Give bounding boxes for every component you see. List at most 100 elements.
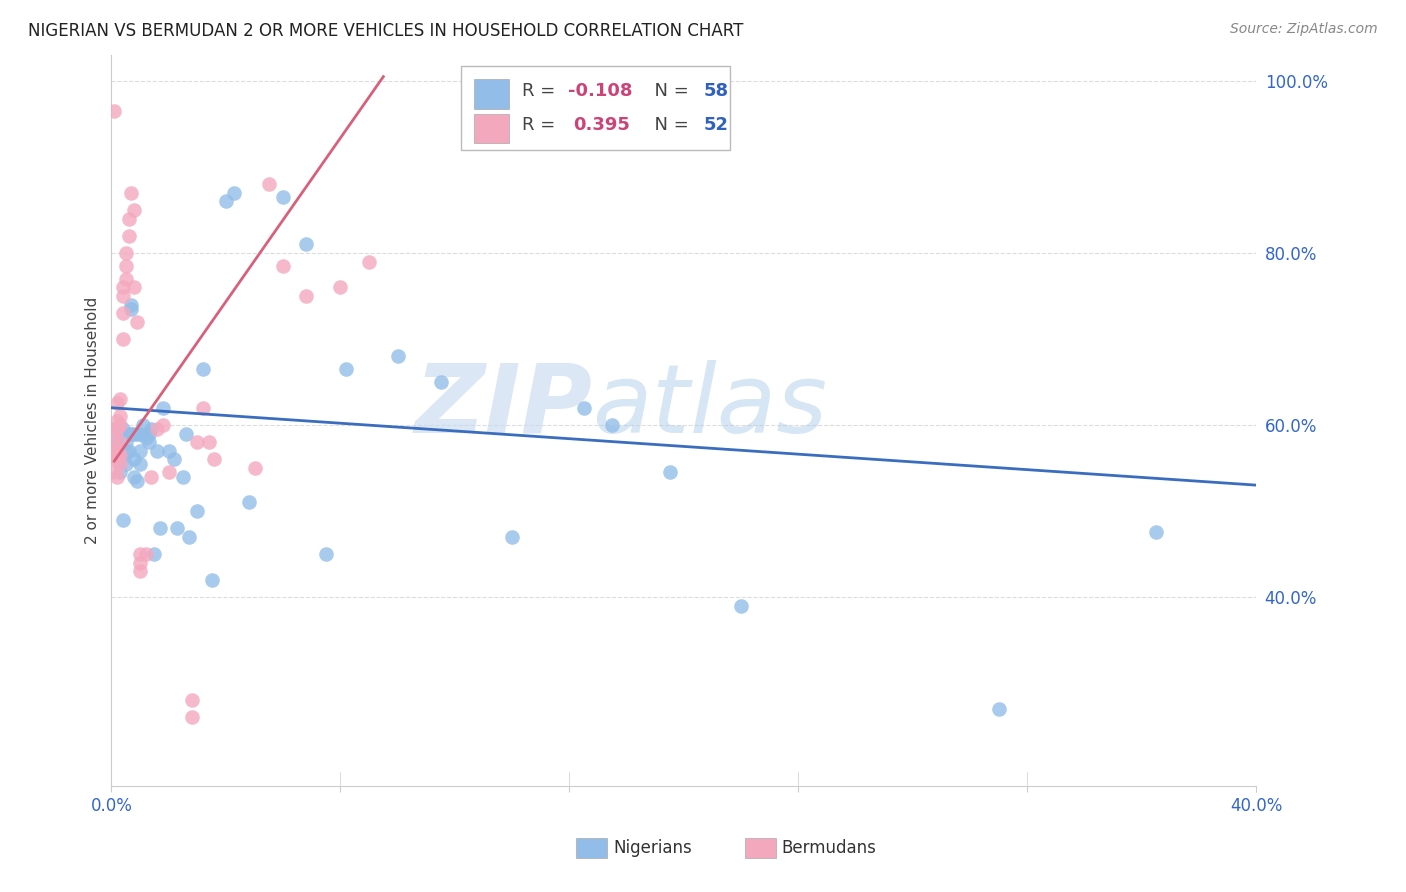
Point xyxy=(114,435,136,450)
Point xyxy=(127,315,149,329)
Point xyxy=(114,443,136,458)
Point xyxy=(238,495,260,509)
Point xyxy=(329,280,352,294)
Point xyxy=(105,435,128,450)
Point xyxy=(117,426,139,441)
Text: Source: ZipAtlas.com: Source: ZipAtlas.com xyxy=(1230,22,1378,37)
Point xyxy=(257,177,280,191)
Point xyxy=(103,426,125,441)
Point xyxy=(658,465,681,479)
Point xyxy=(127,474,149,488)
Point xyxy=(124,280,146,294)
Point xyxy=(103,443,125,458)
Point xyxy=(295,289,318,303)
Point xyxy=(111,306,134,320)
Point xyxy=(191,362,214,376)
Text: NIGERIAN VS BERMUDAN 2 OR MORE VEHICLES IN HOUSEHOLD CORRELATION CHART: NIGERIAN VS BERMUDAN 2 OR MORE VEHICLES … xyxy=(28,22,744,40)
Text: R =: R = xyxy=(523,116,567,135)
Text: 0.395: 0.395 xyxy=(572,116,630,135)
Point xyxy=(146,443,169,458)
Point xyxy=(172,469,194,483)
Point xyxy=(111,512,134,526)
Point xyxy=(114,259,136,273)
Point xyxy=(295,237,318,252)
Text: -0.108: -0.108 xyxy=(568,82,633,100)
Point xyxy=(129,556,152,570)
Point xyxy=(105,414,128,428)
Point xyxy=(141,469,163,483)
Point xyxy=(730,599,752,613)
Point xyxy=(111,332,134,346)
Point xyxy=(105,396,128,410)
Point xyxy=(271,259,294,273)
Point xyxy=(103,422,125,436)
Point xyxy=(103,103,125,118)
Point xyxy=(105,452,128,467)
Point xyxy=(114,457,136,471)
Point xyxy=(114,271,136,285)
Point xyxy=(197,435,219,450)
Text: atlas: atlas xyxy=(592,359,827,452)
Point xyxy=(129,443,152,458)
Point xyxy=(186,504,208,518)
Text: ZIP: ZIP xyxy=(415,359,592,452)
Point xyxy=(174,426,197,441)
Point xyxy=(117,211,139,226)
Point xyxy=(146,422,169,436)
Point xyxy=(129,547,152,561)
Point xyxy=(129,426,152,441)
Point xyxy=(124,469,146,483)
Point xyxy=(120,297,142,311)
Point xyxy=(103,439,125,453)
Text: Nigerians: Nigerians xyxy=(613,839,692,857)
Point xyxy=(138,435,160,450)
Point xyxy=(108,457,131,471)
Point xyxy=(108,392,131,406)
Point xyxy=(120,186,142,200)
FancyBboxPatch shape xyxy=(474,79,509,109)
Point xyxy=(124,202,146,217)
Point xyxy=(108,435,131,450)
Point xyxy=(135,431,157,445)
Point xyxy=(103,452,125,467)
Point xyxy=(387,349,409,363)
Point xyxy=(987,702,1010,716)
Point xyxy=(103,448,125,462)
Point xyxy=(180,710,202,724)
Point xyxy=(117,443,139,458)
Point xyxy=(243,461,266,475)
Point xyxy=(157,443,180,458)
Point xyxy=(120,426,142,441)
Point xyxy=(120,301,142,316)
Point xyxy=(271,190,294,204)
Point xyxy=(602,417,624,432)
Text: N =: N = xyxy=(643,116,695,135)
FancyBboxPatch shape xyxy=(474,113,509,143)
Point xyxy=(186,435,208,450)
Point xyxy=(127,426,149,441)
Point xyxy=(114,246,136,260)
Point xyxy=(103,465,125,479)
Point xyxy=(335,362,357,376)
Point xyxy=(108,417,131,432)
Point xyxy=(124,452,146,467)
Point xyxy=(204,452,226,467)
Point xyxy=(166,521,188,535)
Point xyxy=(138,426,160,441)
Point xyxy=(315,547,337,561)
Text: 52: 52 xyxy=(703,116,728,135)
Point xyxy=(108,452,131,467)
Point xyxy=(180,693,202,707)
Point xyxy=(108,448,131,462)
Point xyxy=(111,289,134,303)
Point xyxy=(108,465,131,479)
FancyBboxPatch shape xyxy=(461,66,730,150)
Point xyxy=(163,452,186,467)
Text: 58: 58 xyxy=(703,82,728,100)
Point xyxy=(357,254,380,268)
Text: R =: R = xyxy=(523,82,561,100)
Point xyxy=(135,547,157,561)
Point xyxy=(108,409,131,424)
Point xyxy=(141,422,163,436)
Point xyxy=(117,228,139,243)
